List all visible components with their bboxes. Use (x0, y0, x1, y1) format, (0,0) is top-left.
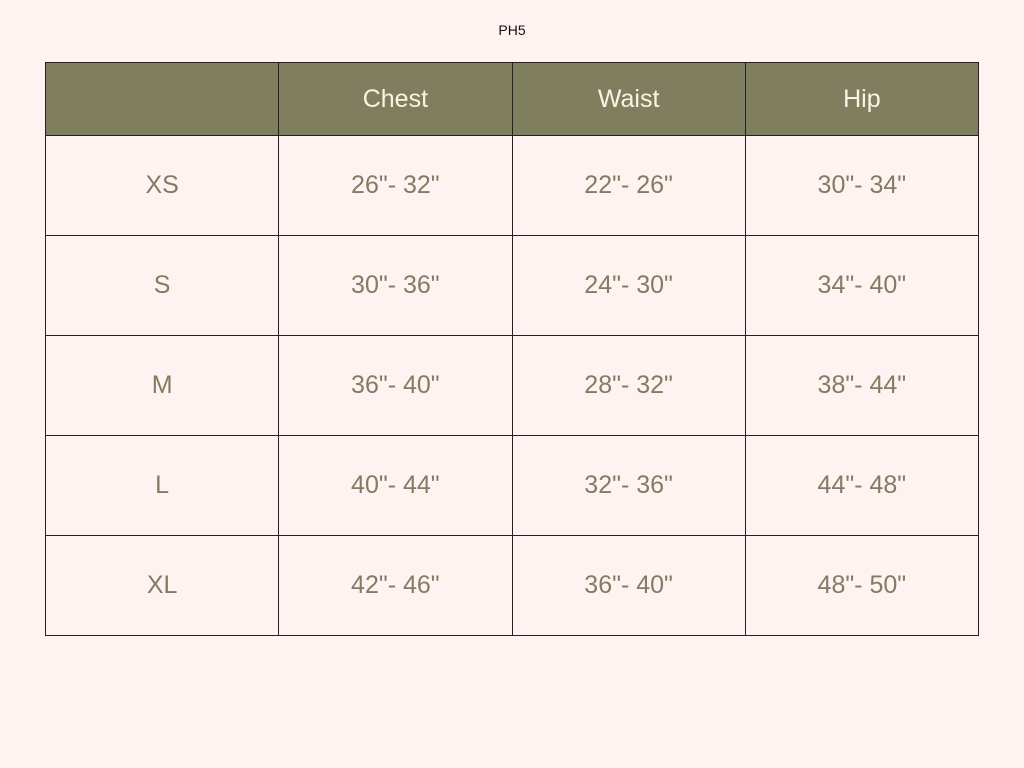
measurement-cell: 32"- 36" (511, 435, 746, 536)
measurement-cell: 42"- 46" (278, 535, 513, 636)
size-label: XS (44, 135, 280, 236)
measurement-cell: 48"- 50" (744, 535, 980, 636)
header-row: Chest Waist Hip (44, 62, 980, 136)
table-row: XL 42"- 46" 36"- 40" 48"- 50" (44, 535, 980, 636)
measurement-cell: 22"- 26" (511, 135, 746, 236)
measurement-cell: 44"- 48" (744, 435, 980, 536)
measurement-cell: 30"- 34" (744, 135, 980, 236)
measurement-cell: 36"- 40" (511, 535, 746, 636)
size-label: L (44, 435, 280, 536)
table-row: S 30"- 36" 24"- 30" 34"- 40" (44, 235, 980, 336)
column-header (44, 62, 280, 136)
table-row: M 36"- 40" 28"- 32" 38"- 44" (44, 335, 980, 436)
size-label: XL (44, 535, 280, 636)
measurement-cell: 24"- 30" (511, 235, 746, 336)
measurement-cell: 34"- 40" (744, 235, 980, 336)
size-label: M (44, 335, 280, 436)
page-title: PH5 (498, 22, 526, 38)
table-row: L 40"- 44" 32"- 36" 44"- 48" (44, 435, 980, 536)
measurement-cell: 36"- 40" (278, 335, 513, 436)
size-label: S (44, 235, 280, 336)
measurement-cell: 30"- 36" (278, 235, 513, 336)
measurement-cell: 28"- 32" (511, 335, 746, 436)
measurement-cell: 26"- 32" (278, 135, 513, 236)
table-row: XS 26"- 32" 22"- 26" 30"- 34" (44, 135, 980, 236)
column-header: Waist (511, 62, 746, 136)
size-chart-table: Chest Waist Hip XS 26"- 32" 22"- 26" 30"- 34"… (44, 62, 980, 636)
measurement-cell: 38"- 44" (744, 335, 980, 436)
measurement-cell: 40"- 44" (278, 435, 513, 536)
column-header: Chest (278, 62, 513, 136)
column-header: Hip (744, 62, 980, 136)
